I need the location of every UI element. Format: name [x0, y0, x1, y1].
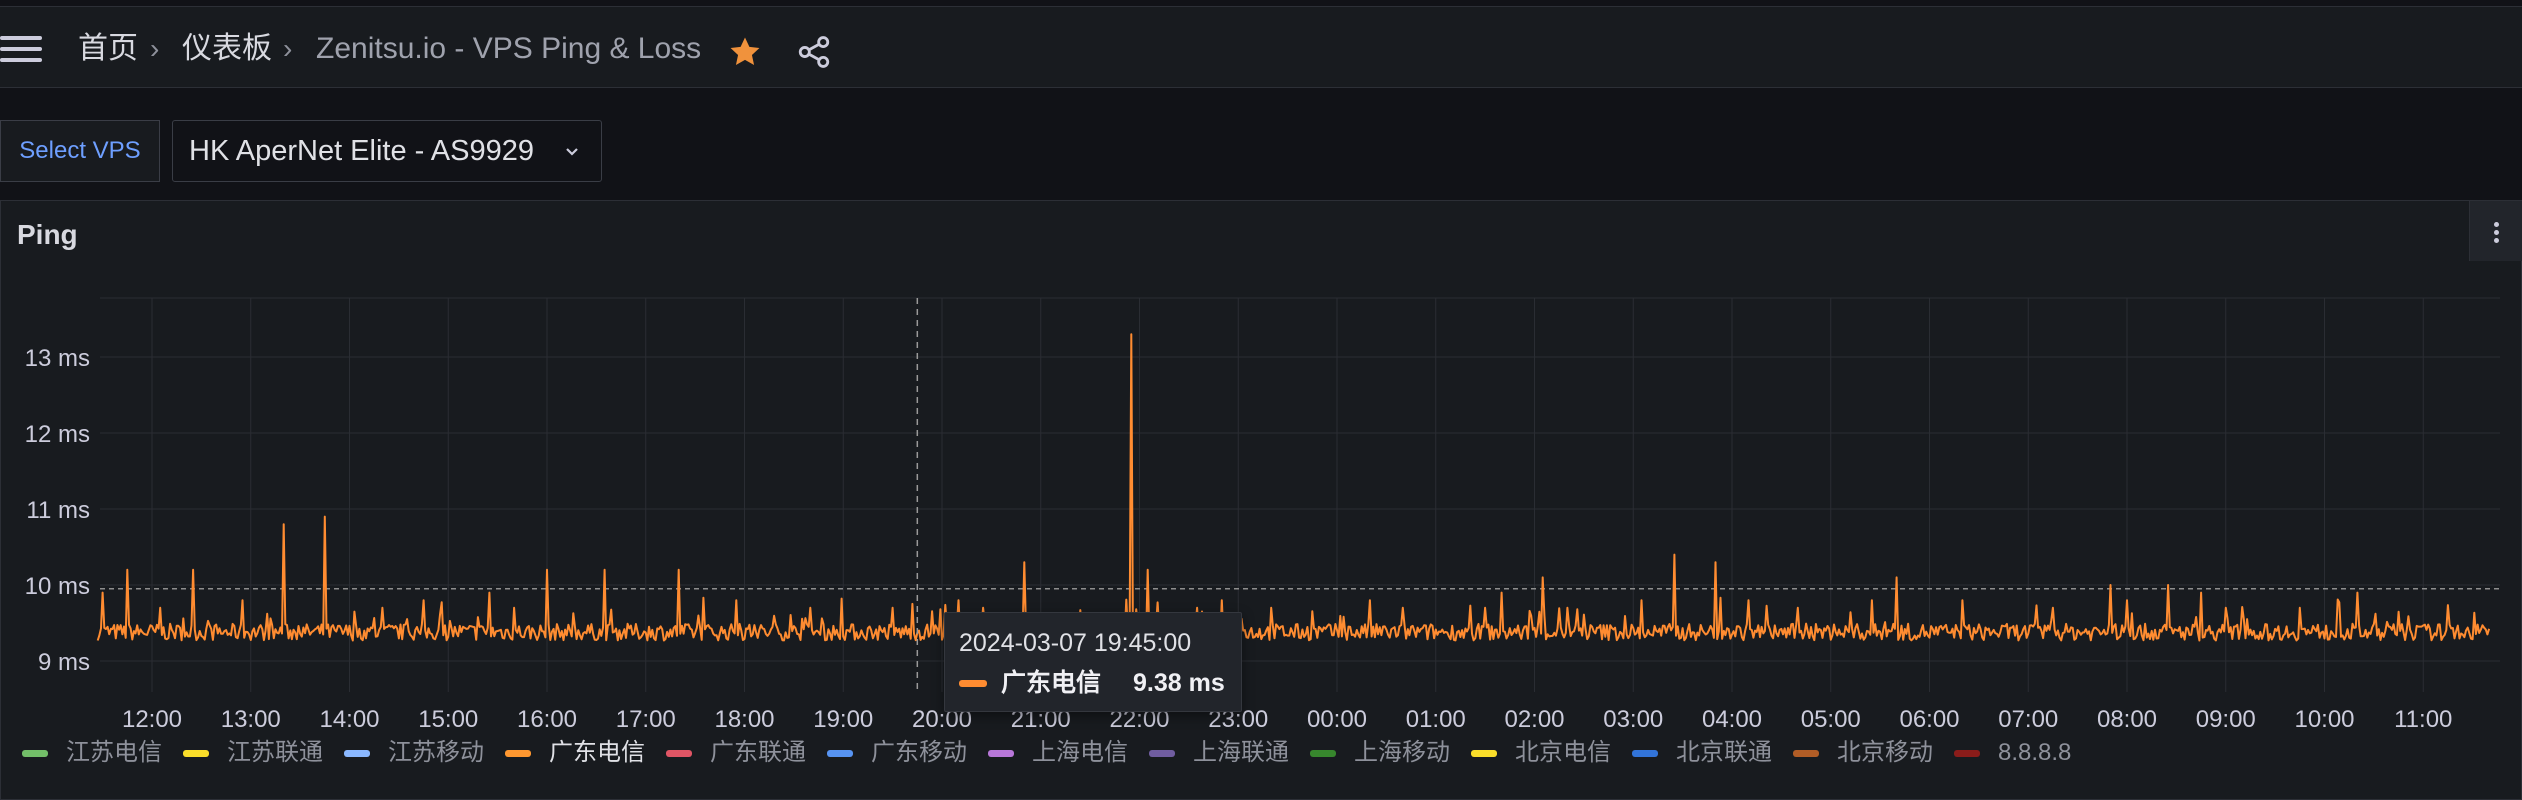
- x-tick-label: 01:00: [1406, 706, 1466, 733]
- tooltip-time: 2024-03-07 19:45:00: [959, 629, 1192, 657]
- breadcrumb-home[interactable]: 首页: [78, 32, 138, 65]
- legend-swatch: [505, 750, 531, 757]
- legend-label: 北京电信: [1515, 739, 1611, 766]
- variable-label: Select VPS: [0, 120, 160, 182]
- panel-menu-icon[interactable]: [2469, 201, 2522, 261]
- y-tick-label: 13 ms: [25, 345, 90, 372]
- y-tick-label: 12 ms: [25, 421, 90, 448]
- x-tick-label: 17:00: [616, 706, 676, 733]
- legend-label: 上海联通: [1193, 739, 1289, 766]
- legend-swatch: [1149, 750, 1175, 757]
- x-tick-label: 02:00: [1504, 706, 1564, 733]
- page-title: Zenitsu.io - VPS Ping & Loss: [316, 32, 702, 65]
- y-tick-label: 11 ms: [26, 497, 90, 524]
- share-icon[interactable]: [797, 35, 831, 69]
- x-tick-label: 18:00: [714, 706, 774, 733]
- legend-swatch: [344, 750, 370, 757]
- chevron-down-icon: [566, 148, 578, 156]
- legend-swatch: [988, 750, 1014, 757]
- legend-label: 广东移动: [871, 739, 967, 766]
- legend-label: 上海移动: [1354, 739, 1450, 766]
- x-tick-label: 15:00: [418, 706, 478, 733]
- hover-tooltip: 2024-03-07 19:45:00 广东电信 9.38 ms: [944, 612, 1242, 712]
- x-tick-label: 08:00: [2097, 706, 2157, 733]
- x-tick-label: 11:00: [2394, 706, 2452, 733]
- y-tick-label: 10 ms: [25, 573, 90, 600]
- breadcrumb-separator-icon: ›: [150, 33, 160, 64]
- legend-label: 江苏联通: [227, 739, 323, 766]
- legend-swatch: [183, 750, 209, 757]
- x-tick-label: 12:00: [122, 706, 182, 733]
- legend-label: 广东联通: [710, 739, 806, 766]
- x-tick-label: 13:00: [221, 706, 281, 733]
- breadcrumb-separator-icon: ›: [283, 33, 293, 64]
- star-icon[interactable]: [727, 35, 763, 69]
- legend-swatch: [22, 750, 48, 757]
- legend-label: 上海电信: [1032, 739, 1128, 766]
- legend-label: 江苏电信: [66, 739, 162, 766]
- x-tick-label: 10:00: [2294, 706, 2354, 733]
- tooltip-series-value: 9.38 ms: [1133, 669, 1225, 697]
- tooltip-series-swatch: [959, 680, 987, 687]
- panel-title[interactable]: Ping: [17, 219, 78, 250]
- legend-swatch: [666, 750, 692, 757]
- tooltip-series-name: 广东电信: [1001, 669, 1102, 697]
- x-tick-label: 07:00: [1998, 706, 2058, 733]
- legend-swatch: [1954, 750, 1980, 757]
- legend-label: 广东电信: [549, 739, 645, 766]
- x-tick-label: 04:00: [1702, 706, 1762, 733]
- x-tick-label: 19:00: [813, 706, 873, 733]
- ping-panel: Ping: [0, 200, 2522, 800]
- x-tick-label: 03:00: [1603, 706, 1663, 733]
- legend-label: 8.8.8.8: [1998, 739, 2072, 766]
- x-tick-label: 05:00: [1801, 706, 1861, 733]
- breadcrumb-dashboards[interactable]: 仪表板: [182, 32, 272, 65]
- x-tick-label: 00:00: [1307, 706, 1367, 733]
- legend-swatch: [827, 750, 853, 757]
- y-tick-label: 9 ms: [38, 649, 90, 676]
- legend-label: 北京移动: [1837, 739, 1933, 766]
- legend-label: 江苏移动: [388, 739, 484, 766]
- vps-select-value: HK AperNet Elite - AS9929: [189, 135, 534, 167]
- x-tick-label: 16:00: [517, 706, 577, 733]
- top-navbar: 首页 › 仪表板 › Zenitsu.io - VPS Ping & Loss: [0, 6, 2522, 88]
- vps-select[interactable]: HK AperNet Elite - AS9929: [172, 120, 602, 182]
- series-line-guangdong-telecom: [96, 333, 2491, 642]
- legend-label: 北京联通: [1676, 739, 1772, 766]
- x-tick-label: 09:00: [2196, 706, 2256, 733]
- legend-swatch: [1310, 750, 1336, 757]
- x-tick-label: 06:00: [1899, 706, 1959, 733]
- legend-swatch: [1632, 750, 1658, 757]
- menu-icon[interactable]: [0, 36, 42, 62]
- legend-swatch: [1471, 750, 1497, 757]
- x-tick-label: 14:00: [319, 706, 379, 733]
- legend-swatch: [1793, 750, 1819, 757]
